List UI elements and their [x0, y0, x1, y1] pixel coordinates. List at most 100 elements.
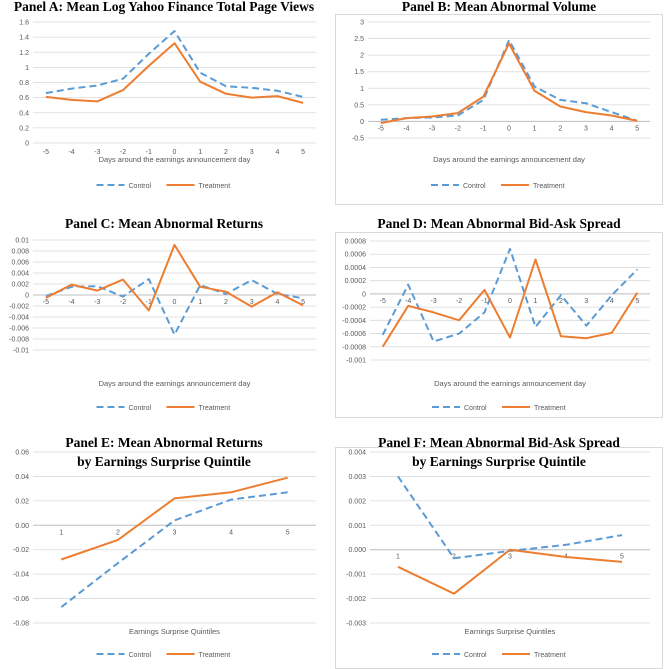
x-axis-label: Days around the earnings announcement da… — [434, 379, 586, 388]
series-line-control — [45, 278, 304, 336]
x-tick-label: -1 — [481, 298, 487, 305]
y-tick-label: -0.001 — [346, 572, 366, 579]
y-tick-label: -0.08 — [13, 621, 29, 628]
panel-title: Panel C: Mean Abnormal Returns — [65, 216, 263, 231]
x-tick-label: 5 — [301, 299, 305, 306]
x-tick-label: -5 — [380, 298, 386, 305]
series-line-control — [380, 39, 638, 122]
series-line-treatment — [60, 476, 288, 561]
y-tick-label: -0.004 — [9, 315, 29, 322]
y-tick-label: 1.6 — [19, 20, 29, 27]
x-tick-label: 5 — [301, 149, 305, 156]
panel-d: Panel D: Mean Abnormal Bid-Ask Spread -0.… — [335, 216, 663, 418]
y-tick-label: 0 — [25, 141, 29, 148]
panel-b: Panel B: Mean Abnormal Volume -0.5 0 0.5 1 1.… — [335, 0, 663, 205]
x-tick-label: -4 — [68, 299, 74, 306]
y-tick-label: 2.5 — [354, 36, 364, 43]
panel-title: Panel D: Mean Abnormal Bid-Ask Spread — [377, 216, 621, 231]
legend-label-control: Control — [129, 652, 152, 659]
y-tick-label: 0.0002 — [345, 278, 367, 285]
y-tick-label: 0.8 — [19, 80, 29, 87]
x-tick-label: 3 — [584, 125, 588, 132]
x-tick-label: 1 — [534, 298, 538, 305]
y-tick-label: 0.06 — [15, 450, 29, 457]
x-tick-label: 3 — [584, 298, 588, 305]
legend-label-treatment: Treatment — [199, 652, 231, 659]
panel-a: Panel A: Mean Log Yahoo Finance Total Pa… — [14, 0, 316, 190]
y-tick-label: 0.5 — [354, 102, 364, 109]
x-axis-label: Days around the earnings announcement da… — [433, 155, 585, 164]
panel-subtitle: by Earnings Surprise Quintile — [412, 454, 586, 469]
x-tick-label: 4 — [610, 125, 614, 132]
x-tick-label: -3 — [431, 298, 437, 305]
y-tick-label: 0.002 — [11, 282, 29, 289]
legend-label-treatment: Treatment — [534, 652, 566, 659]
legend-label-treatment: Treatment — [533, 183, 565, 190]
y-tick-label: 0.6 — [19, 95, 29, 102]
y-tick-label: 0.4 — [19, 110, 29, 117]
y-tick-label: -0.06 — [13, 596, 29, 603]
x-tick-label: -3 — [94, 299, 100, 306]
panel-title: Panel E: Mean Abnormal Returns — [65, 435, 262, 450]
x-tick-label: -4 — [405, 298, 411, 305]
x-tick-label: -1 — [146, 299, 152, 306]
y-tick-label: 0.002 — [348, 498, 366, 505]
panel-border — [335, 232, 663, 418]
x-tick-label: 0 — [173, 149, 177, 156]
y-tick-label: 0.000 — [348, 547, 366, 554]
x-tick-label: 4 — [275, 299, 279, 306]
x-tick-label: -2 — [456, 298, 462, 305]
x-tick-label: 3 — [250, 299, 254, 306]
x-tick-label: 2 — [558, 125, 562, 132]
x-tick-label: 3 — [508, 554, 512, 561]
y-tick-label: -0.0008 — [342, 344, 366, 351]
x-tick-label: 1 — [396, 554, 400, 561]
series-line-treatment — [45, 243, 304, 312]
x-tick-label: 4 — [610, 298, 614, 305]
y-tick-label: 0.0006 — [345, 252, 367, 259]
y-tick-label: 0 — [25, 293, 29, 300]
y-tick-label: 0 — [360, 119, 364, 126]
y-tick-label: -0.006 — [9, 326, 29, 333]
x-tick-label: -3 — [94, 149, 100, 156]
y-tick-label: -0.01 — [13, 348, 29, 355]
legend-label-control: Control — [464, 652, 487, 659]
x-tick-label: 5 — [620, 554, 624, 561]
x-tick-label: 5 — [286, 529, 290, 536]
series-line-treatment — [45, 42, 304, 104]
y-tick-label: -0.008 — [9, 337, 29, 344]
x-tick-label: -5 — [378, 125, 384, 132]
x-axis-label: Earnings Surprise Quintiles — [129, 627, 220, 636]
x-tick-label: 3 — [250, 149, 254, 156]
x-tick-label: -5 — [43, 299, 49, 306]
x-tick-label: 2 — [224, 299, 228, 306]
x-tick-label: 1 — [198, 299, 202, 306]
x-tick-label: -5 — [43, 149, 49, 156]
y-tick-label: -0.001 — [346, 358, 366, 365]
x-tick-label: 1 — [533, 125, 537, 132]
x-tick-label: 5 — [635, 125, 639, 132]
y-tick-label: 1 — [360, 86, 364, 93]
y-tick-label: -0.5 — [352, 136, 364, 143]
series-line-control — [381, 247, 639, 343]
y-tick-label: -0.002 — [9, 304, 29, 311]
x-tick-label: 4 — [275, 149, 279, 156]
legend-label-control: Control — [463, 183, 486, 190]
panel-title: Panel F: Mean Abnormal Bid-Ask Spread — [378, 435, 620, 450]
series-line-treatment — [380, 42, 638, 125]
x-tick-label: -1 — [480, 125, 486, 132]
panel-border — [335, 14, 663, 205]
y-tick-label: 0.004 — [11, 271, 29, 278]
x-tick-label: 0 — [508, 298, 512, 305]
y-tick-label: 0 — [362, 291, 366, 298]
x-axis-label: Earnings Surprise Quintiles — [465, 627, 556, 636]
y-tick-label: -0.003 — [346, 621, 366, 628]
series-line-control — [60, 491, 288, 608]
y-tick-label: -0.04 — [13, 572, 29, 579]
series-line-control — [45, 30, 304, 98]
legend-label-treatment: Treatment — [199, 405, 231, 412]
y-tick-label: -0.0006 — [342, 331, 366, 338]
y-tick-label: 1.4 — [19, 35, 29, 42]
y-tick-label: -0.0002 — [342, 305, 366, 312]
